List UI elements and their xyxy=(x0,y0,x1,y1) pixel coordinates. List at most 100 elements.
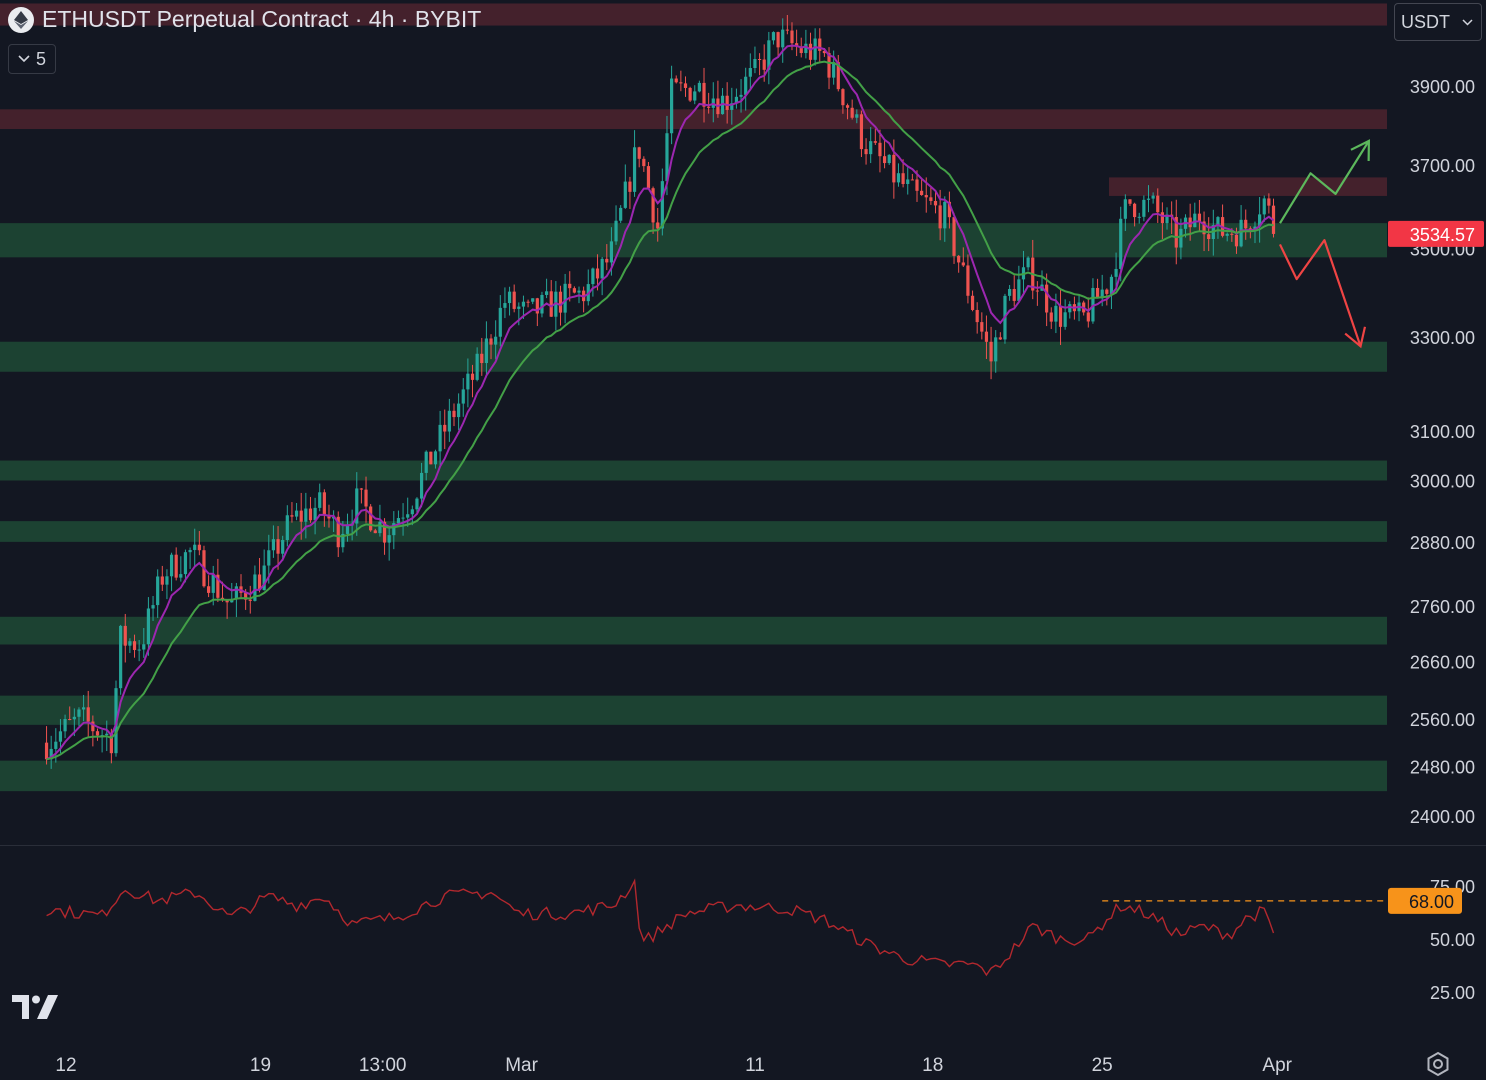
candle-body xyxy=(165,576,169,585)
candle xyxy=(984,315,989,359)
candle xyxy=(1045,273,1049,327)
candle-body xyxy=(1128,199,1132,204)
candle xyxy=(744,67,748,111)
price-tick-label: 3900.00 xyxy=(1410,77,1475,97)
candle-body xyxy=(452,410,456,418)
candle-body xyxy=(419,472,424,499)
candle-body xyxy=(646,166,651,189)
candle-body xyxy=(507,291,512,304)
candle-body xyxy=(924,195,928,198)
candle xyxy=(628,176,632,209)
candle-body xyxy=(642,158,646,167)
candle-body xyxy=(994,337,998,362)
candle xyxy=(753,46,757,74)
candle-body xyxy=(748,68,752,77)
candle xyxy=(369,504,373,532)
candle xyxy=(44,726,49,765)
price-tick-label: 2560.00 xyxy=(1410,710,1475,730)
ethereum-coin-icon xyxy=(8,6,34,33)
candle-body xyxy=(262,565,266,591)
candle-body xyxy=(785,29,789,31)
candle-body xyxy=(290,515,294,517)
candle xyxy=(457,393,461,431)
candle-body xyxy=(77,709,81,717)
candle xyxy=(739,79,743,113)
candle xyxy=(1160,202,1164,240)
candle xyxy=(720,88,725,115)
candle-body xyxy=(86,707,90,722)
candle xyxy=(549,280,553,318)
candle xyxy=(160,565,164,592)
candle xyxy=(785,15,789,35)
candle xyxy=(771,31,776,45)
candle xyxy=(970,290,975,312)
rsi-level-label: 68.00 xyxy=(1409,892,1454,912)
candle-body xyxy=(882,156,887,164)
candle xyxy=(146,597,151,656)
candle-body xyxy=(392,523,396,536)
candle xyxy=(600,256,604,296)
candle-body xyxy=(762,59,766,70)
candle xyxy=(1114,252,1118,290)
candle xyxy=(933,190,938,214)
symbol-title[interactable]: ETHUSDT Perpetual Contract · 4h · BYBIT xyxy=(42,6,482,32)
candle xyxy=(373,528,377,534)
candle xyxy=(1063,299,1067,330)
candle-body xyxy=(540,294,544,314)
candle-body xyxy=(980,322,984,332)
candle-body xyxy=(443,424,447,432)
candle-body xyxy=(207,586,211,593)
candle xyxy=(586,269,590,306)
candle-body xyxy=(1244,219,1248,229)
price-tick-label: 2400.00 xyxy=(1410,807,1475,827)
support-zone-4 xyxy=(0,521,1387,542)
candle xyxy=(1197,200,1202,232)
candle-body xyxy=(535,298,539,314)
candle-body xyxy=(859,114,864,150)
candle-body xyxy=(1137,216,1141,218)
candle-body xyxy=(387,535,391,543)
candle xyxy=(693,85,697,105)
indicator-collapse-button[interactable]: 5 xyxy=(8,44,56,74)
price-tick-label: 3000.00 xyxy=(1410,471,1475,491)
candle xyxy=(1049,307,1053,329)
candle xyxy=(156,569,160,618)
candle xyxy=(1119,206,1123,282)
candle xyxy=(994,330,998,373)
candle-body xyxy=(572,288,576,293)
candle-body xyxy=(438,424,442,452)
ema-fast-line xyxy=(46,44,1275,761)
candle-body xyxy=(123,625,127,646)
candle-body xyxy=(1054,305,1058,322)
candle xyxy=(137,640,141,662)
candle xyxy=(887,154,891,165)
candle xyxy=(563,273,567,324)
candle xyxy=(484,321,489,378)
candle-body xyxy=(137,649,141,651)
candle-body xyxy=(725,95,729,110)
candle xyxy=(1146,185,1151,213)
candle xyxy=(480,337,484,376)
candle xyxy=(392,511,396,550)
candle-body xyxy=(600,258,604,279)
candle xyxy=(470,364,475,398)
price-tick-label: 2880.00 xyxy=(1410,533,1475,553)
candle-body xyxy=(1239,219,1243,247)
candle-body xyxy=(378,521,382,534)
candle xyxy=(808,32,813,70)
candle xyxy=(438,410,442,466)
candle-body xyxy=(475,353,479,380)
candle-body xyxy=(1068,304,1072,313)
gear-icon[interactable] xyxy=(1424,1050,1452,1078)
currency-select[interactable]: USDT xyxy=(1394,3,1482,41)
time-tick-label: Mar xyxy=(505,1055,538,1076)
candle-body xyxy=(179,574,183,578)
candle-body xyxy=(688,87,692,101)
candle-body xyxy=(313,507,317,521)
tradingview-logo-icon[interactable] xyxy=(12,995,60,1021)
resistance-zone-1 xyxy=(0,3,1387,26)
candle xyxy=(81,694,86,722)
candle xyxy=(531,298,535,305)
candle-body xyxy=(461,389,465,404)
